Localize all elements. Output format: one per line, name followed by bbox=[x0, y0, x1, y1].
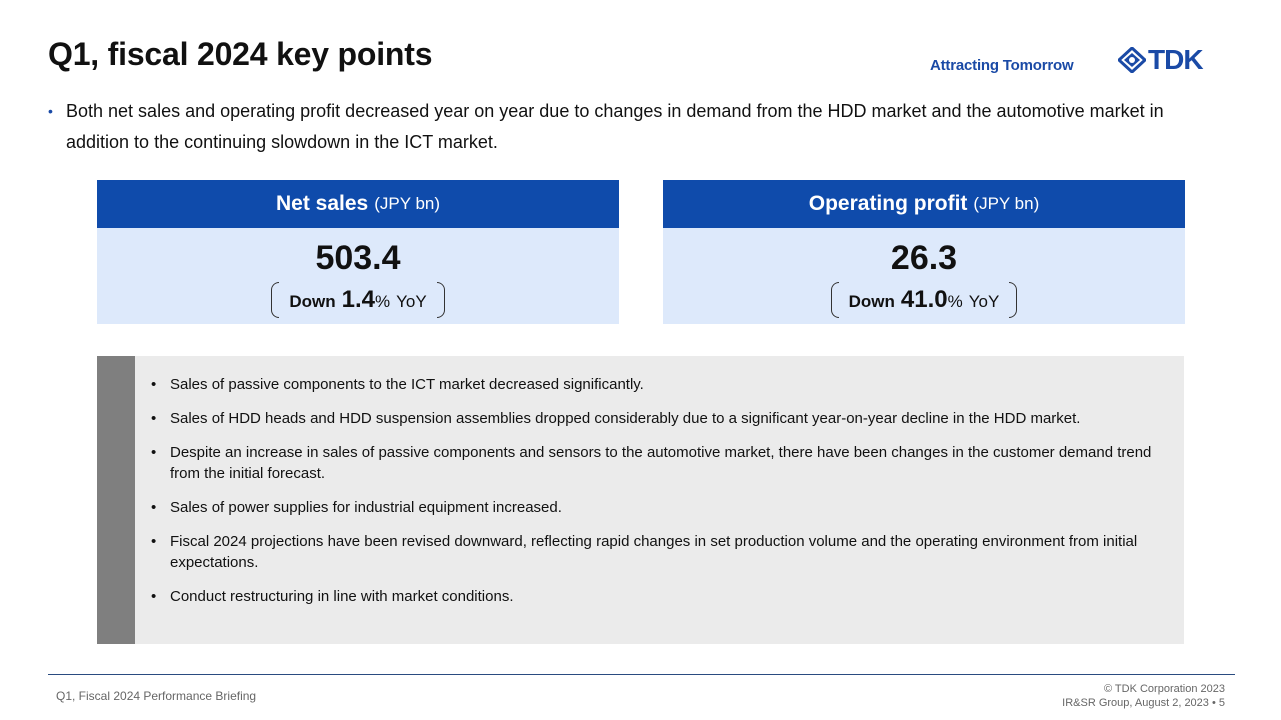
kpi-change: Down 41.0 % YoY bbox=[663, 282, 1185, 318]
list-bullet: • bbox=[151, 444, 157, 461]
list-item-text: Despite an increase in sales of passive … bbox=[170, 444, 1152, 482]
list-bullet: • bbox=[151, 376, 157, 393]
list-item: • Sales of passive components to the ICT … bbox=[151, 374, 1161, 395]
kpi-card-operating-profit: Operating profit (JPY bn) 26.3 Down 41.0… bbox=[663, 180, 1185, 324]
footer-copyright: © TDK Corporation 2023 bbox=[1103, 683, 1225, 695]
change-value: 1.4 bbox=[341, 286, 375, 313]
list-bullet: • bbox=[151, 410, 157, 427]
list-item-text: Sales of HDD heads and HDD suspension as… bbox=[170, 410, 1081, 427]
bracket-right bbox=[436, 282, 445, 318]
kpi-value: 503.4 bbox=[315, 239, 401, 277]
list-bullet: • bbox=[151, 499, 157, 516]
change-direction: Down bbox=[848, 292, 895, 311]
change-basis: YoY bbox=[968, 292, 1000, 311]
list-item: • Fiscal 2024 projections have been revis… bbox=[151, 531, 1161, 573]
footer-divider bbox=[48, 674, 1235, 675]
list-item-text: Sales of power supplies for industrial e… bbox=[170, 499, 562, 516]
change-direction: Down bbox=[289, 292, 336, 311]
list-item: • Sales of HDD heads and HDD suspension a… bbox=[151, 408, 1161, 429]
lead-paragraph: • Both net sales and operating profit de… bbox=[48, 96, 1178, 158]
footer-meta: © TDK Corporation 2023 IR&SR Group, Augu… bbox=[1062, 682, 1225, 710]
list-item-text: Sales of passive components to the ICT m… bbox=[170, 376, 644, 393]
bracket-right bbox=[1009, 282, 1018, 318]
page-title: Q1, fiscal 2024 key points bbox=[48, 36, 433, 72]
kpi-label: Operating profit bbox=[808, 192, 968, 215]
logo-wordmark: TDK bbox=[1148, 44, 1204, 75]
tdk-logo: TDK bbox=[1118, 44, 1204, 75]
kpi-unit: (JPY bn) bbox=[973, 194, 1040, 213]
key-points-panel: • Sales of passive components to the ICT … bbox=[97, 356, 1184, 644]
kpi-change: Down 1.4 % YoY bbox=[97, 282, 619, 318]
lead-text: Both net sales and operating profit decr… bbox=[66, 101, 1164, 152]
lead-bullet: • bbox=[48, 103, 53, 119]
change-percent-sign: % bbox=[374, 292, 391, 311]
footer-page-info: IR&SR Group, August 2, 2023 • 5 bbox=[1062, 697, 1225, 709]
bracket-left bbox=[830, 282, 839, 318]
kpi-unit: (JPY bn) bbox=[374, 194, 441, 213]
list-bullet: • bbox=[151, 588, 157, 605]
kpi-card-net-sales: Net sales (JPY bn) 503.4 Down 1.4 % YoY bbox=[97, 180, 619, 324]
list-bullet: • bbox=[151, 533, 157, 550]
key-points-list: • Sales of passive components to the ICT … bbox=[151, 374, 1161, 620]
kpi-header: Operating profit (JPY bn) bbox=[663, 180, 1185, 228]
change-value: 41.0 bbox=[900, 286, 948, 313]
list-item-text: Conduct restructuring in line with marke… bbox=[170, 588, 514, 605]
change-basis: YoY bbox=[396, 292, 427, 311]
list-item: • Sales of power supplies for industrial … bbox=[151, 497, 1161, 518]
tdk-logo-icon bbox=[1118, 47, 1146, 73]
kpi-header: Net sales (JPY bn) bbox=[97, 180, 619, 228]
list-item: • Conduct restructuring in line with mark… bbox=[151, 586, 1161, 607]
list-item: • Despite an increase in sales of passive… bbox=[151, 442, 1161, 484]
panel-accent-stripe bbox=[97, 356, 135, 644]
kpi-value: 26.3 bbox=[890, 239, 958, 277]
change-percent-sign: % bbox=[947, 292, 963, 311]
kpi-label: Net sales bbox=[275, 192, 369, 215]
brand-tagline: Attracting Tomorrow bbox=[930, 57, 1074, 74]
footer-presentation-title: Q1, Fiscal 2024 Performance Briefing bbox=[56, 689, 257, 703]
list-item-text: Fiscal 2024 projections have been revise… bbox=[170, 533, 1138, 571]
bracket-left bbox=[271, 282, 280, 318]
